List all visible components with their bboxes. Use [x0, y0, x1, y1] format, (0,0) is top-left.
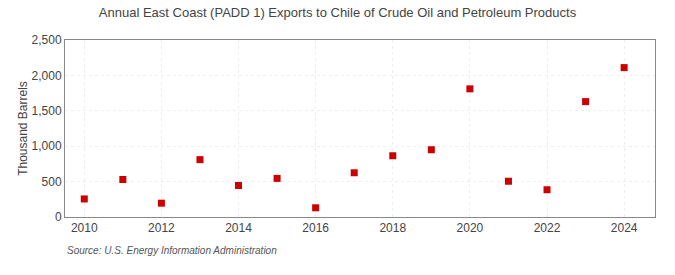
svg-text:Annual East Coast (PADD 1) Exp: Annual East Coast (PADD 1) Exports to Ch…: [99, 5, 577, 20]
svg-text:2024: 2024: [611, 221, 638, 235]
svg-text:2022: 2022: [534, 221, 561, 235]
svg-text:Source: U.S. Energy Informatio: Source: U.S. Energy Information Administ…: [67, 245, 277, 256]
svg-text:0: 0: [55, 210, 62, 224]
svg-text:2012: 2012: [148, 221, 175, 235]
svg-text:2010: 2010: [71, 221, 98, 235]
svg-text:2,000: 2,000: [32, 69, 62, 83]
svg-text:1,500: 1,500: [32, 104, 62, 118]
svg-text:2020: 2020: [457, 221, 484, 235]
svg-text:500: 500: [42, 175, 62, 189]
svg-text:2014: 2014: [225, 221, 252, 235]
svg-text:2016: 2016: [302, 221, 329, 235]
svg-text:Thousand Barrels: Thousand Barrels: [16, 81, 30, 176]
svg-text:2018: 2018: [379, 221, 406, 235]
svg-text:1,000: 1,000: [32, 139, 62, 153]
svg-text:2,500: 2,500: [32, 33, 62, 47]
